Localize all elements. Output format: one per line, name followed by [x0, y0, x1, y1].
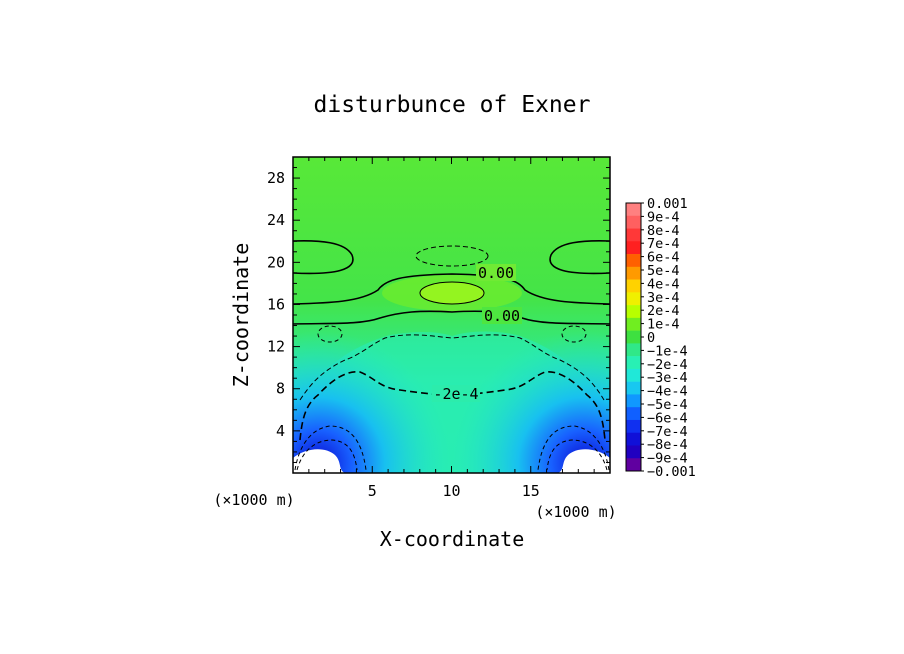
colorbar-label: −9e-4	[647, 451, 688, 467]
contour-lines	[293, 239, 610, 471]
colorbar-label: −0.001	[647, 464, 696, 480]
x-axis-label: X-coordinate	[380, 527, 525, 551]
x-tick-label: 5	[368, 482, 377, 500]
contour-dashed-small-left	[317, 325, 343, 343]
colorbar-label: −5e-4	[647, 397, 688, 413]
contour-zero-upper	[293, 239, 354, 275]
colorbar: 0.0019e-48e-47e-46e-45e-44e-43e-42e-41e-…	[625, 196, 696, 480]
contour-dashed-top	[415, 245, 489, 267]
y-tick-label: 20	[267, 253, 285, 271]
colorbar-swatch	[626, 228, 641, 242]
colorbar-swatch	[626, 292, 641, 306]
colorbar-label: −8e-4	[647, 437, 688, 453]
colorbar-label: −6e-4	[647, 410, 688, 426]
colorbar-swatch	[626, 279, 641, 293]
colorbar-label: −3e-4	[647, 370, 688, 386]
colorbar-label: 3e-4	[647, 290, 680, 306]
colorbar-swatch	[626, 266, 641, 280]
colorbar-label: 1e-4	[647, 317, 680, 333]
colorbar-swatch	[626, 343, 641, 357]
low-right	[293, 157, 610, 473]
colorbar-label: 9e-4	[647, 209, 680, 225]
colorbar-swatch	[626, 445, 641, 459]
contour-dashed-left-low2	[296, 439, 358, 471]
colorbar-swatch	[626, 381, 641, 395]
colorbar-label: 6e-4	[647, 250, 680, 266]
colorbar-label: −1e-4	[647, 343, 688, 359]
colorbar-swatch	[626, 254, 641, 268]
y-tick-label: 24	[267, 211, 285, 229]
contour-zero-low	[293, 310, 610, 325]
contour-positive-core	[419, 281, 485, 305]
colorbar-label: −2e-4	[647, 357, 688, 373]
colorbar-swatch	[626, 203, 641, 217]
colorbar-swatch	[626, 317, 641, 331]
colorbar-label: −7e-4	[647, 424, 688, 440]
colorbar-label: 5e-4	[647, 263, 680, 279]
y-tick-label: 16	[267, 295, 285, 313]
contour-zero-upper-right	[549, 239, 610, 275]
colorbar-label: 0	[647, 330, 655, 346]
y-tick-label: 4	[276, 422, 285, 440]
colorbar-label: −4e-4	[647, 384, 688, 400]
x-tick-label: 15	[522, 482, 540, 500]
y-tick-label: 8	[276, 380, 285, 398]
y-axis-label: Z-coordinate	[229, 243, 253, 388]
colorbar-swatch	[626, 305, 641, 319]
plot-area: 0.00 0.00 -2e-4	[293, 157, 610, 473]
colorbar-label: 0.001	[647, 196, 688, 212]
colorbar-swatch	[626, 407, 641, 421]
contour-dashed-right-low2	[546, 439, 608, 471]
contour-label: 0.00	[478, 264, 514, 282]
contour-dashed-small-right	[561, 325, 587, 343]
colorbar-label: 2e-4	[647, 303, 680, 319]
colorbar-swatch	[626, 458, 641, 472]
contour-dashed-left-low	[294, 425, 367, 471]
colorbar-swatch	[626, 356, 641, 370]
contour-label-group: 0.00 0.00 -2e-4	[432, 264, 522, 403]
y-unit-label: (×1000 m)	[213, 491, 294, 509]
chart-title: disturbunce of Exner	[314, 92, 591, 118]
colorbar-swatch	[626, 241, 641, 255]
colorbar-swatch	[626, 394, 641, 408]
colorbar-swatch	[626, 215, 641, 229]
colorbar-label: 7e-4	[647, 236, 680, 252]
terrain-left	[293, 449, 345, 473]
colorbar-label: 8e-4	[647, 223, 680, 239]
colorbar-swatch	[626, 419, 641, 434]
colorbar-swatch	[626, 330, 641, 344]
contour-dashed-outer	[299, 334, 605, 401]
colorbar-label: 4e-4	[647, 276, 680, 292]
y-tick-label: 28	[267, 169, 285, 187]
contour-zero-mid	[293, 273, 610, 305]
colorbar-swatch	[626, 432, 641, 446]
x-unit-label: (×1000 m)	[535, 503, 616, 521]
x-axis: 5 10 15	[308, 157, 595, 500]
contour-label: 0.00	[484, 307, 520, 325]
x-tick-label: 10	[442, 482, 460, 500]
contour-dashed-right-low	[537, 425, 610, 471]
y-axis: 4 8 12 16 20 24 28	[267, 167, 610, 463]
terrain-right	[558, 449, 610, 473]
y-tick-label: 12	[267, 338, 285, 356]
contour-label: -2e-4	[433, 385, 478, 403]
colorbar-swatch	[626, 368, 641, 382]
